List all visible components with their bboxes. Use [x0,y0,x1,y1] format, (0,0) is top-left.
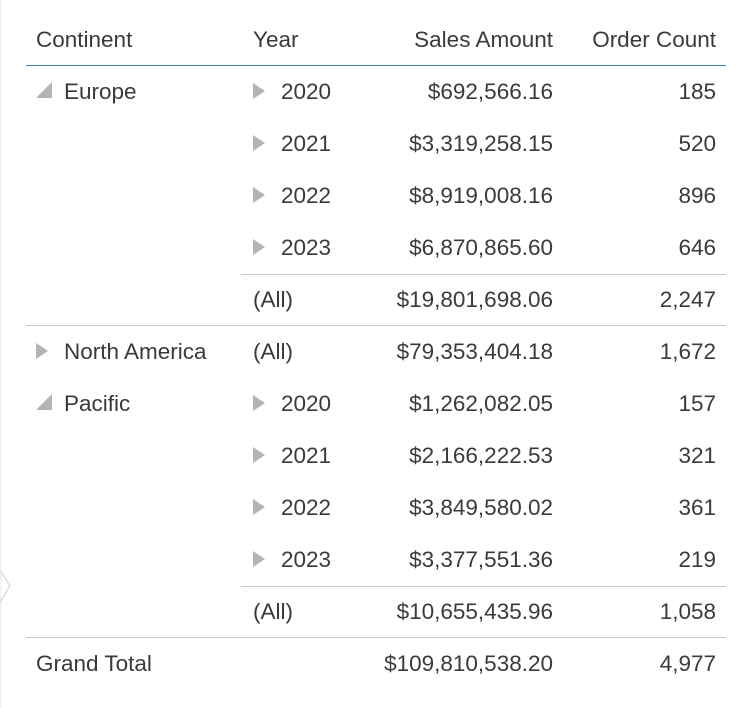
year-cell[interactable]: 2020 [253,65,331,118]
table-row: 2022 $3,849,580.02 361 [26,482,726,534]
caret-expanded-icon[interactable] [36,394,52,411]
orders-cell: 157 [678,391,716,416]
table-row: North America (All) $79,353,404.18 1,672 [26,326,726,378]
group-north-america[interactable]: North America [36,326,207,378]
column-header-continent[interactable]: Continent [36,26,133,52]
subtotal-sales: $19,801,698.06 [396,287,553,312]
sales-cell: $3,849,580.02 [409,495,553,520]
caret-collapsed-icon[interactable] [36,343,48,360]
orders-cell: 520 [678,131,716,156]
orders-cell: 185 [678,79,716,104]
subtotal-label: (All) [253,339,293,364]
orders-cell: 896 [678,183,716,208]
table-row: 2023 $3,377,551.36 219 [26,534,726,586]
orders-cell: 1,672 [659,339,716,364]
year-cell[interactable]: 2021 [253,429,331,482]
orders-cell: 321 [678,443,716,468]
subtotal-orders: 1,058 [659,599,716,624]
column-header-sales-amount[interactable]: Sales Amount [414,26,553,52]
orders-cell: 219 [678,547,716,572]
sales-cell: $6,870,865.60 [409,235,553,260]
caret-collapsed-icon[interactable] [253,238,265,255]
table-row: 2021 $2,166,222.53 321 [26,430,726,482]
orders-cell: 646 [678,235,716,260]
year-cell[interactable]: 2023 [253,533,331,586]
caret-expanded-icon[interactable] [36,82,52,99]
table-row: Europe 2020 $692,566.16 185 [26,66,726,118]
subtotal-divider [241,586,726,587]
sales-cell: $692,566.16 [427,79,553,104]
caret-collapsed-icon[interactable] [253,550,265,567]
sales-cell: $1,262,082.05 [409,391,553,416]
group-pacific[interactable]: Pacific [36,378,130,430]
caret-collapsed-icon[interactable] [253,446,265,463]
subtotal-row: (All) $19,801,698.06 2,247 [26,274,726,326]
caret-collapsed-icon[interactable] [253,394,265,411]
table-row: 2021 $3,319,258.15 520 [26,118,726,170]
grand-total-label: Grand Total [36,651,152,676]
caret-collapsed-icon[interactable] [253,498,265,515]
subtotal-divider [241,274,726,275]
sales-cell: $8,919,008.16 [409,183,553,208]
table-row: 2023 $6,870,865.60 646 [26,222,726,274]
table-header: Continent Year Sales Amount Order Count [26,14,726,66]
year-cell[interactable]: 2022 [253,169,331,222]
group-divider [26,325,726,326]
sales-cell: $79,353,404.18 [396,339,553,364]
table-row: 2022 $8,919,008.16 896 [26,170,726,222]
caret-collapsed-icon[interactable] [253,186,265,203]
table-row: Pacific 2020 $1,262,082.05 157 [26,378,726,430]
continent-label: Europe [64,79,137,104]
orders-cell: 361 [678,495,716,520]
column-header-year[interactable]: Year [253,26,299,52]
caret-collapsed-icon[interactable] [253,82,265,99]
subtotal-row: (All) $10,655,435.96 1,058 [26,586,726,638]
continent-label: North America [64,339,207,364]
panel-chevron-icon[interactable] [0,566,12,606]
subtotal-label: (All) [253,287,293,312]
sales-cell: $2,166,222.53 [409,443,553,468]
subtotal-label: (All) [253,599,293,624]
left-panel-edge [0,0,2,708]
sales-cell: $3,319,258.15 [409,131,553,156]
sales-cell: $3,377,551.36 [409,547,553,572]
year-cell[interactable]: 2022 [253,481,331,534]
caret-collapsed-icon[interactable] [253,134,265,151]
continent-label: Pacific [64,391,131,416]
year-cell[interactable]: 2023 [253,221,331,274]
subtotal-sales: $10,655,435.96 [396,599,553,624]
grand-total-row: Grand Total $109,810,538.20 4,977 [26,638,726,690]
grand-total-sales: $109,810,538.20 [384,651,553,676]
grand-total-orders: 4,977 [659,651,716,676]
pivot-table: Continent Year Sales Amount Order Count … [26,14,726,690]
subtotal-orders: 2,247 [659,287,716,312]
group-divider [26,637,726,638]
year-cell[interactable]: 2021 [253,117,331,170]
column-header-order-count[interactable]: Order Count [592,26,716,52]
group-europe[interactable]: Europe [36,66,137,118]
year-cell[interactable]: 2020 [253,377,331,430]
